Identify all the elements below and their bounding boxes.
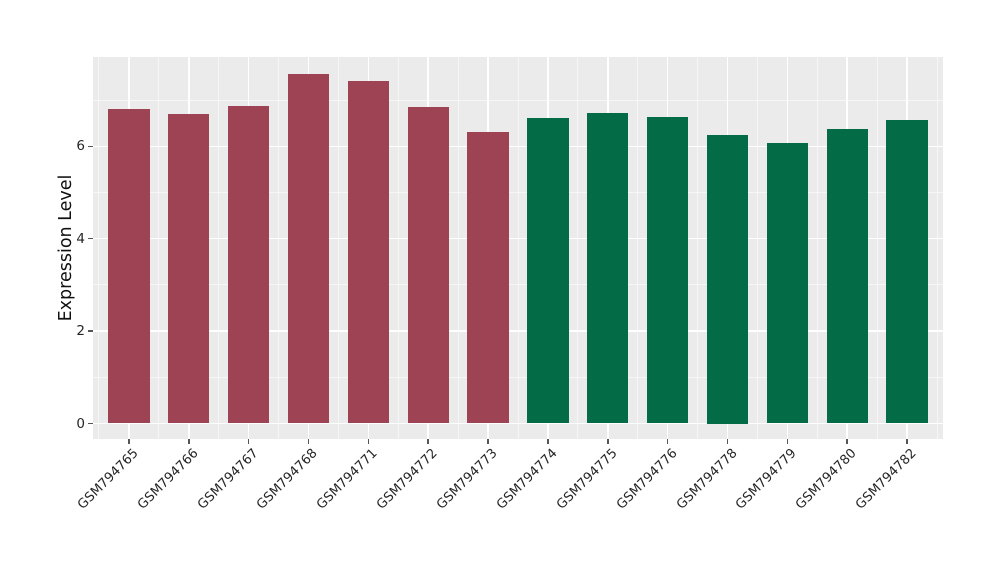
bar [587,113,629,424]
y-tick-label: 0 [76,415,85,432]
x-tick-label: GSM794779 [733,446,800,513]
x-tick-label: GSM794780 [793,446,860,513]
x-tick-mark [906,439,908,444]
bar [467,132,509,424]
y-axis-title: Expression Level [56,174,76,322]
minor-gridline-v [816,57,818,439]
x-tick-label: GSM794778 [673,446,741,513]
y-tick-mark [88,330,93,332]
minor-gridline-v [577,57,579,439]
x-tick-mark [726,439,729,444]
minor-gridline-v [517,57,519,439]
x-tick-label: GSM794774 [493,446,561,513]
x-tick-mark [607,439,609,444]
bar [407,107,449,424]
x-tick-label: GSM794776 [613,446,681,513]
bar [766,142,808,424]
bar [826,128,868,424]
y-tick-mark [88,237,93,240]
x-tick-label: GSM794765 [74,446,142,513]
minor-gridline-v [697,57,699,439]
minor-gridline-v [397,57,399,439]
x-tick-mark [846,439,848,444]
minor-gridline-v [457,57,459,439]
bar [886,119,928,424]
x-tick-label: GSM794772 [374,446,441,513]
minor-gridline-v [278,57,280,439]
minor-gridline-v [756,57,758,439]
minor-gridline-v [936,57,938,439]
x-tick-label: GSM794768 [254,446,322,513]
y-tick-mark [88,422,93,425]
minor-gridline-v [637,57,639,439]
x-tick-label: GSM794782 [853,446,920,513]
x-tick-label: GSM794766 [134,446,202,513]
bar [227,105,270,424]
y-tick-label: 2 [76,323,85,340]
plot-area [93,57,943,439]
x-tick-label: GSM794767 [194,446,262,513]
y-tick-label: 6 [76,138,85,155]
x-tick-mark [307,439,310,444]
x-tick-mark [547,439,549,444]
minor-gridline-v [876,57,878,439]
x-tick-mark [666,439,669,444]
y-tick-mark [88,145,93,148]
x-tick-mark [188,439,190,444]
bar [168,113,210,424]
x-tick-label: GSM794771 [314,446,381,513]
bar [287,73,330,424]
x-tick-mark [786,439,789,444]
x-tick-label: GSM794775 [553,446,621,513]
bar [347,80,389,424]
x-tick-label: GSM794773 [434,446,501,513]
bar [706,134,749,424]
x-tick-mark [367,439,370,444]
x-tick-mark [247,439,250,444]
minor-gridline-v [158,57,160,439]
x-tick-mark [128,439,130,444]
minor-gridline-v [337,57,339,439]
bar [108,108,150,424]
bar [527,117,569,424]
x-tick-mark [487,439,489,444]
minor-gridline-v [218,57,220,439]
y-tick-label: 4 [76,230,85,247]
bar [646,116,689,424]
x-tick-mark [427,439,429,444]
minor-gridline-v [98,57,100,439]
